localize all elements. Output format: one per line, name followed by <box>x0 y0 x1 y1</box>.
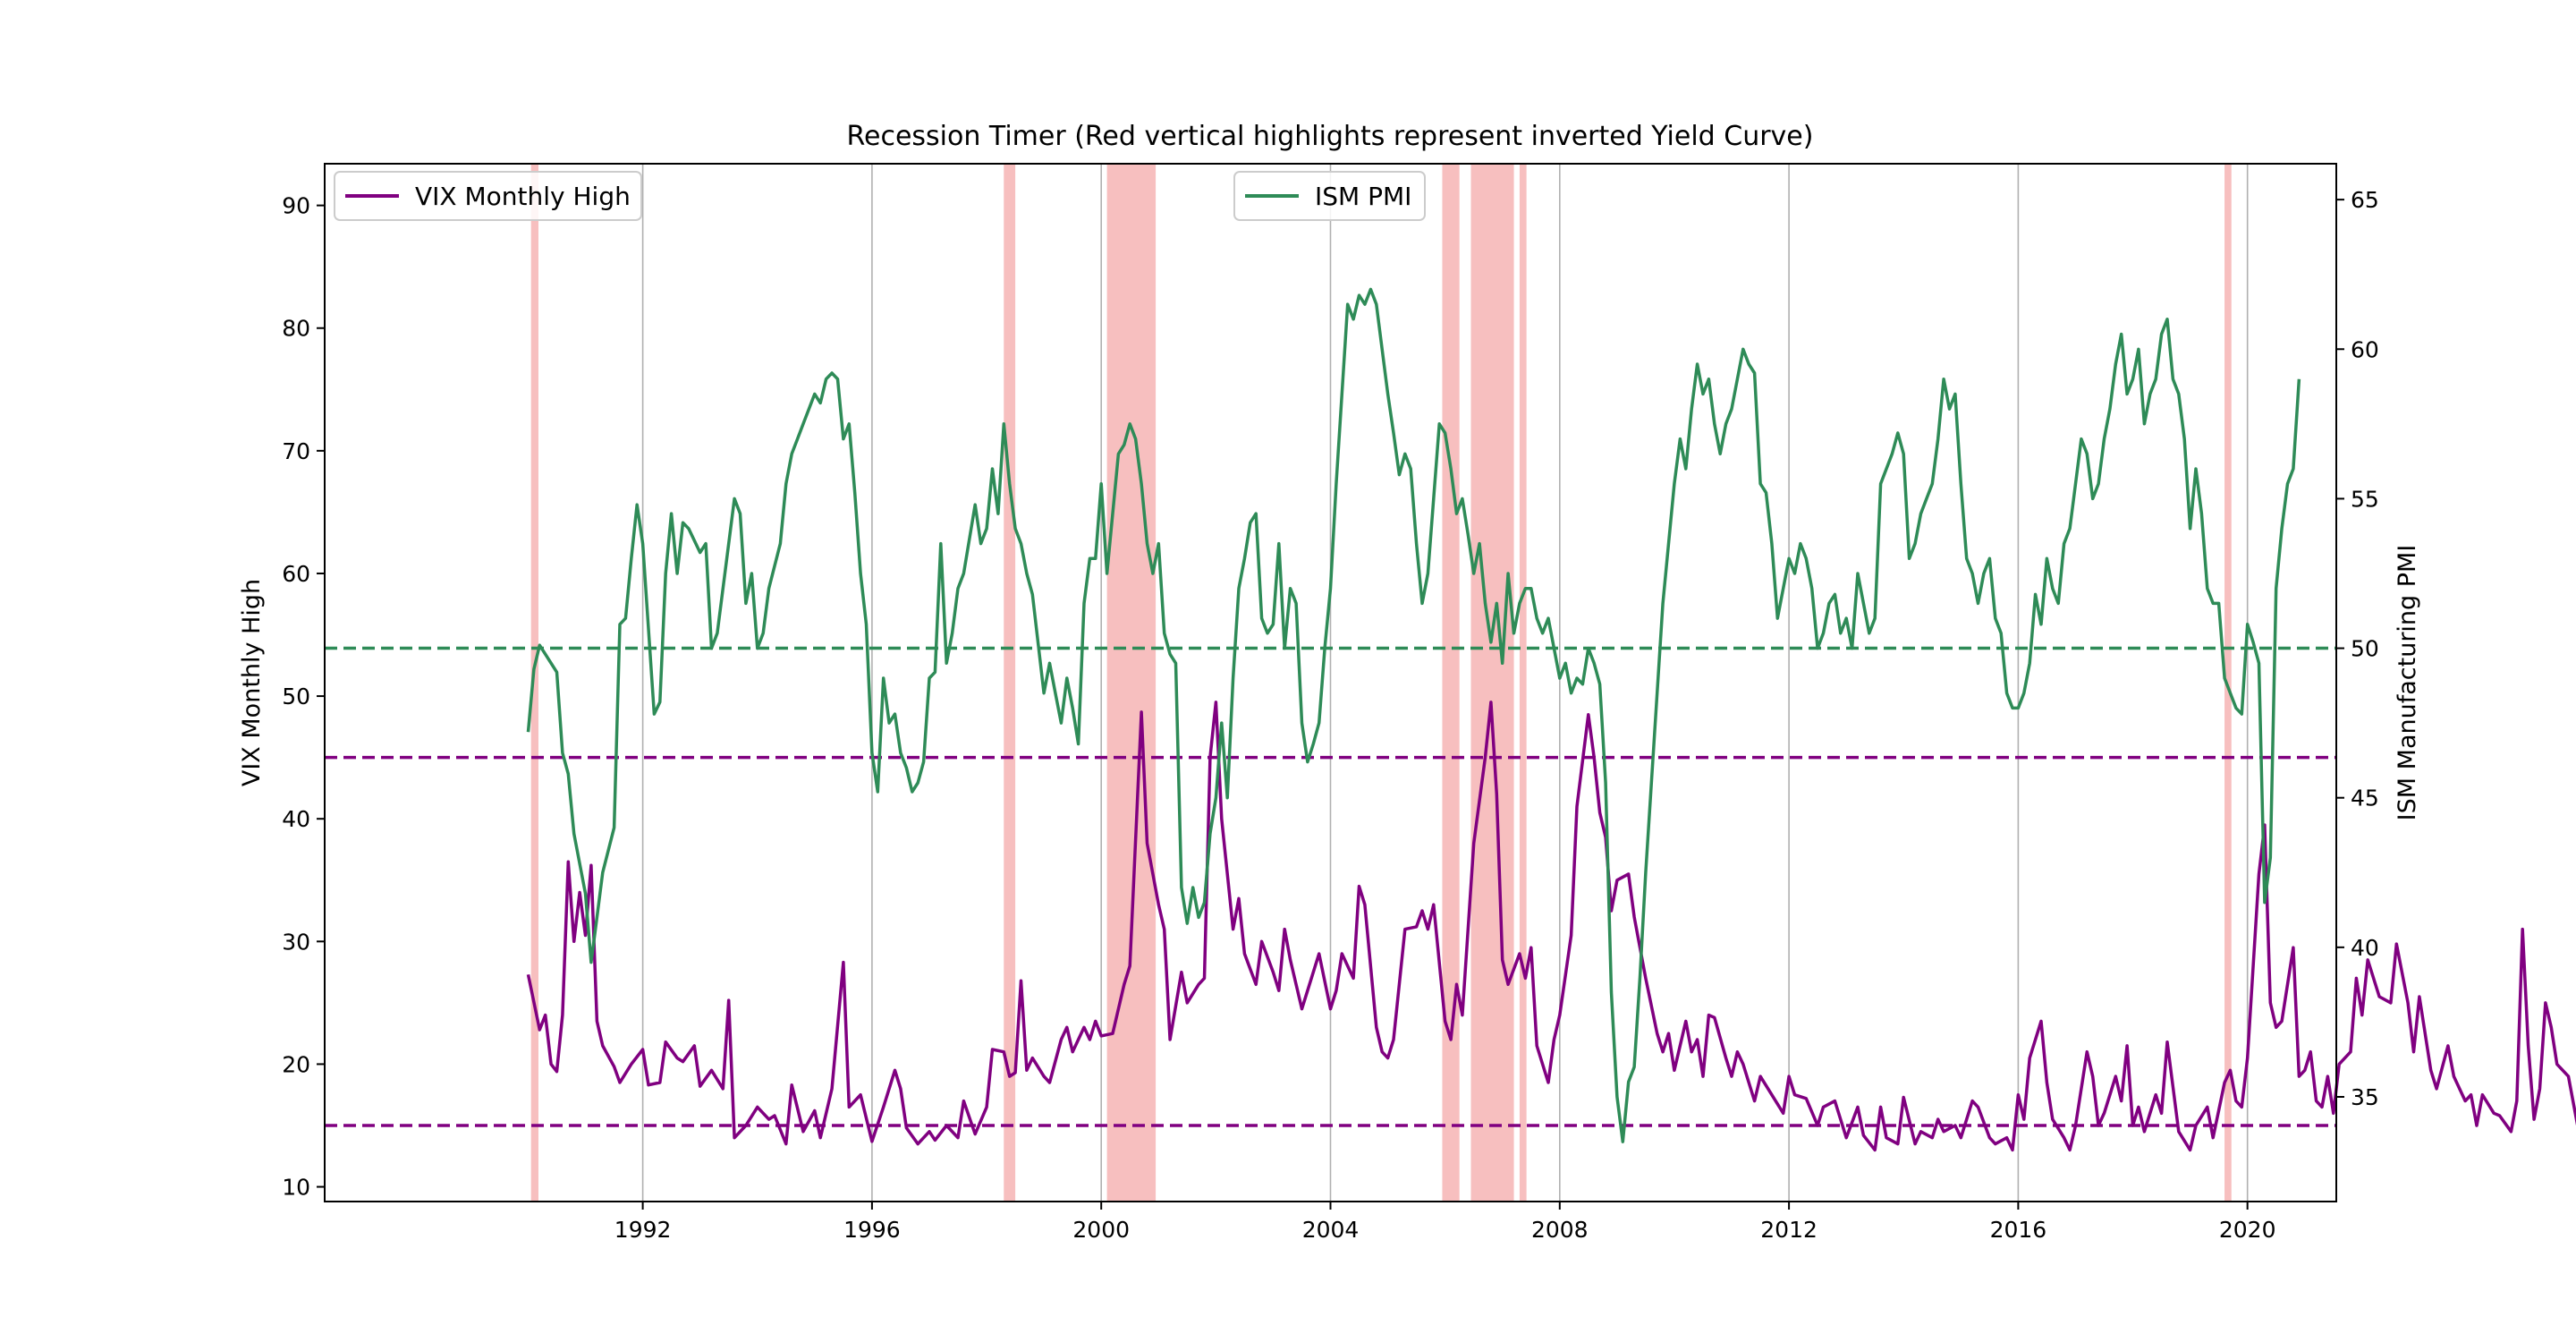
x-tick-label: 2000 <box>1072 1217 1130 1243</box>
y-right-tick-label: 65 <box>2351 187 2379 213</box>
legend-pmi[interactable]: ISM PMI <box>1233 171 1426 221</box>
y-left-tick-label: 90 <box>282 193 310 219</box>
grid-layer <box>641 164 2249 1202</box>
left-y-axis-label: VIX Monthly High <box>238 579 266 786</box>
inverted-yield-curve-highlight <box>1519 164 1527 1202</box>
x-tick-label: 1992 <box>614 1217 672 1243</box>
inverted-yield-curve-highlight <box>1106 164 1157 1202</box>
x-axis: 1992 1996 2000 2004 2008 2012 2016 2020 <box>614 1202 2276 1243</box>
inverted-yield-curve-highlight <box>1442 164 1460 1202</box>
legend-pmi-label: ISM PMI <box>1315 182 1411 211</box>
inverted-yield-curve-highlight <box>530 164 538 1202</box>
legend-vix-label: VIX Monthly High <box>415 182 631 211</box>
x-tick-label: 2004 <box>1302 1217 1360 1243</box>
x-tick-label: 2008 <box>1531 1217 1589 1243</box>
legend-pmi-box <box>1233 171 1426 221</box>
legend-vix-box <box>334 171 642 221</box>
y-right-tick-label: 35 <box>2351 1084 2379 1110</box>
right-y-axis-label: ISM Manufacturing PMI <box>2394 545 2421 821</box>
y-left-tick-label: 30 <box>282 929 310 955</box>
y-left-tick-label: 20 <box>282 1051 310 1077</box>
y-left-tick-label: 40 <box>282 806 310 832</box>
y-right-tick-label: 40 <box>2351 935 2379 961</box>
chart-title: Recession Timer (Red vertical highlights… <box>847 121 1814 152</box>
series-layer <box>526 287 2576 1152</box>
y-left-tick-label: 80 <box>282 316 310 342</box>
y-right-tick-label: 45 <box>2351 786 2379 811</box>
x-tick-label: 2012 <box>1760 1217 1818 1243</box>
y-right-tick-label: 60 <box>2351 336 2379 362</box>
y-right-tick-label: 55 <box>2351 486 2379 512</box>
inverted-yield-curve-highlight <box>1470 164 1514 1202</box>
inverted-yield-curve-highlight <box>1004 164 1016 1202</box>
highlight-layer <box>530 164 2232 1202</box>
x-tick-label: 2016 <box>1990 1217 2047 1243</box>
y-left-tick-label: 10 <box>282 1175 310 1201</box>
legend-vix[interactable]: VIX Monthly High <box>334 171 642 221</box>
x-tick-label: 2020 <box>2219 1217 2276 1243</box>
y-left-tick-label: 50 <box>282 684 310 709</box>
y-left-tick-label: 60 <box>282 561 310 587</box>
right-y-axis: 35 40 45 50 55 60 65 <box>2336 187 2379 1110</box>
inverted-yield-curve-highlight <box>2224 164 2232 1202</box>
y-right-tick-label: 50 <box>2351 636 2379 662</box>
y-left-tick-label: 70 <box>282 438 310 464</box>
x-tick-label: 1996 <box>843 1217 901 1243</box>
left-y-axis: 10 20 30 40 50 60 70 80 90 <box>282 193 325 1201</box>
pmi-series-line <box>526 287 2301 1143</box>
vix-series-line <box>526 701 2576 1152</box>
